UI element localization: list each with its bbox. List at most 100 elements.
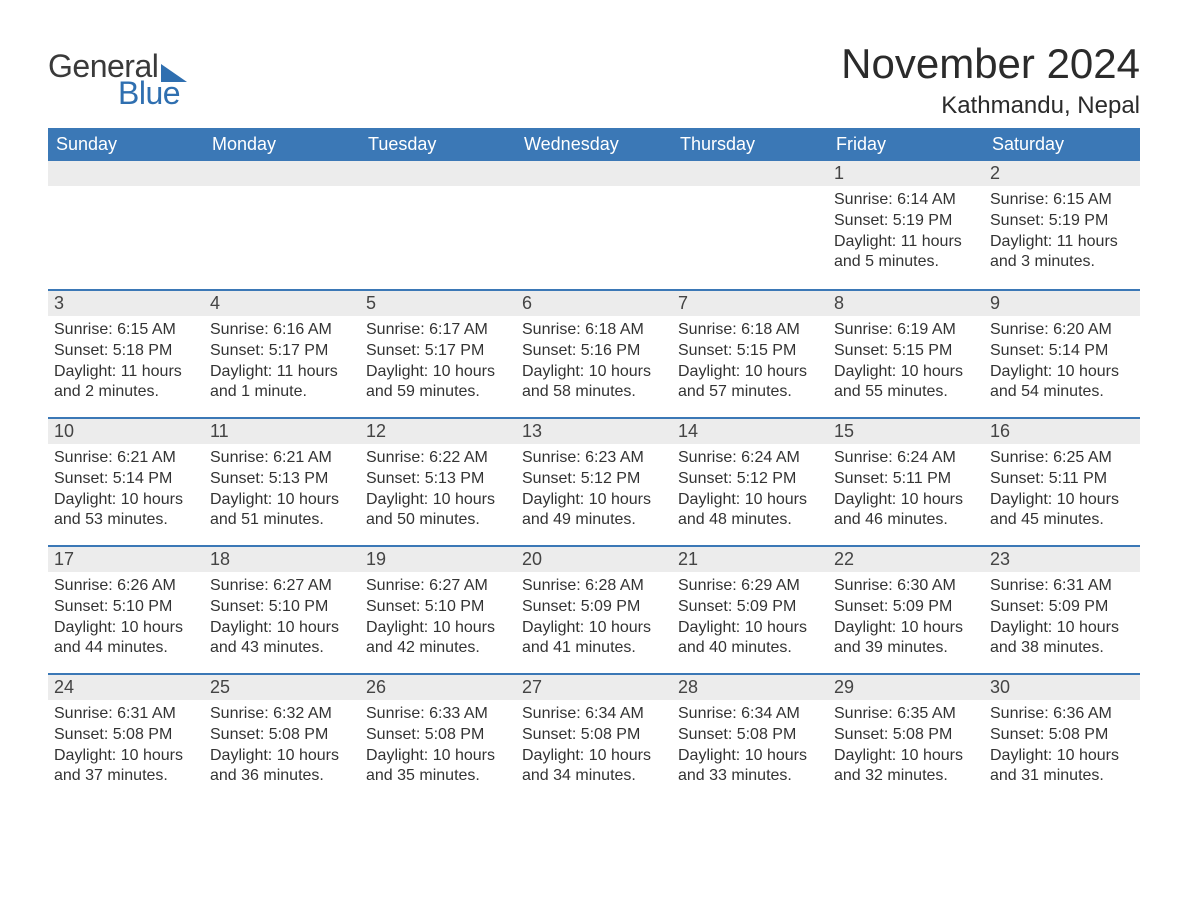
sunrise-text: Sunrise: 6:31 AM: [54, 704, 198, 725]
daylight-text-line2: and 40 minutes.: [678, 638, 822, 659]
weekday-header-row: SundayMondayTuesdayWednesdayThursdayFrid…: [48, 128, 1140, 161]
day-number: 30: [984, 675, 1140, 700]
day-cell: 8Sunrise: 6:19 AMSunset: 5:15 PMDaylight…: [828, 291, 984, 417]
daylight-text-line1: Daylight: 11 hours: [834, 232, 978, 253]
day-number: 27: [516, 675, 672, 700]
daylight-text-line1: Daylight: 10 hours: [678, 362, 822, 383]
daylight-text-line1: Daylight: 10 hours: [990, 746, 1134, 767]
day-cell: 17Sunrise: 6:26 AMSunset: 5:10 PMDayligh…: [48, 547, 204, 673]
day-content: Sunrise: 6:36 AMSunset: 5:08 PMDaylight:…: [984, 700, 1140, 795]
daylight-text-line1: Daylight: 11 hours: [54, 362, 198, 383]
daylight-text-line2: and 45 minutes.: [990, 510, 1134, 531]
sunset-text: Sunset: 5:09 PM: [990, 597, 1134, 618]
day-content: Sunrise: 6:22 AMSunset: 5:13 PMDaylight:…: [360, 444, 516, 539]
day-cell: 5Sunrise: 6:17 AMSunset: 5:17 PMDaylight…: [360, 291, 516, 417]
calendar-page: General Blue November 2024 Kathmandu, Ne…: [0, 0, 1188, 918]
title-block: November 2024 Kathmandu, Nepal: [841, 30, 1140, 120]
daylight-text-line2: and 35 minutes.: [366, 766, 510, 787]
day-content: [360, 186, 516, 198]
sunset-text: Sunset: 5:16 PM: [522, 341, 666, 362]
day-cell: 3Sunrise: 6:15 AMSunset: 5:18 PMDaylight…: [48, 291, 204, 417]
week-row: 3Sunrise: 6:15 AMSunset: 5:18 PMDaylight…: [48, 289, 1140, 417]
day-cell: .: [48, 161, 204, 289]
sunrise-text: Sunrise: 6:20 AM: [990, 320, 1134, 341]
sunrise-text: Sunrise: 6:36 AM: [990, 704, 1134, 725]
daylight-text-line2: and 58 minutes.: [522, 382, 666, 403]
day-content: Sunrise: 6:24 AMSunset: 5:12 PMDaylight:…: [672, 444, 828, 539]
sunset-text: Sunset: 5:19 PM: [990, 211, 1134, 232]
day-content: Sunrise: 6:18 AMSunset: 5:15 PMDaylight:…: [672, 316, 828, 411]
weekday-header-cell: Monday: [204, 128, 360, 161]
day-content: Sunrise: 6:34 AMSunset: 5:08 PMDaylight:…: [672, 700, 828, 795]
sunset-text: Sunset: 5:14 PM: [54, 469, 198, 490]
day-cell: 9Sunrise: 6:20 AMSunset: 5:14 PMDaylight…: [984, 291, 1140, 417]
day-content: Sunrise: 6:17 AMSunset: 5:17 PMDaylight:…: [360, 316, 516, 411]
day-cell: 24Sunrise: 6:31 AMSunset: 5:08 PMDayligh…: [48, 675, 204, 801]
day-content: Sunrise: 6:24 AMSunset: 5:11 PMDaylight:…: [828, 444, 984, 539]
day-content: Sunrise: 6:18 AMSunset: 5:16 PMDaylight:…: [516, 316, 672, 411]
day-content: Sunrise: 6:30 AMSunset: 5:09 PMDaylight:…: [828, 572, 984, 667]
day-content: Sunrise: 6:28 AMSunset: 5:09 PMDaylight:…: [516, 572, 672, 667]
daylight-text-line2: and 53 minutes.: [54, 510, 198, 531]
day-cell: 21Sunrise: 6:29 AMSunset: 5:09 PMDayligh…: [672, 547, 828, 673]
day-content: Sunrise: 6:31 AMSunset: 5:08 PMDaylight:…: [48, 700, 204, 795]
sunset-text: Sunset: 5:15 PM: [678, 341, 822, 362]
day-content: Sunrise: 6:23 AMSunset: 5:12 PMDaylight:…: [516, 444, 672, 539]
day-content: Sunrise: 6:27 AMSunset: 5:10 PMDaylight:…: [360, 572, 516, 667]
day-cell: 6Sunrise: 6:18 AMSunset: 5:16 PMDaylight…: [516, 291, 672, 417]
daylight-text-line1: Daylight: 10 hours: [210, 746, 354, 767]
weekday-header-cell: Saturday: [984, 128, 1140, 161]
day-number: 10: [48, 419, 204, 444]
sunrise-text: Sunrise: 6:35 AM: [834, 704, 978, 725]
daylight-text-line2: and 48 minutes.: [678, 510, 822, 531]
day-cell: 29Sunrise: 6:35 AMSunset: 5:08 PMDayligh…: [828, 675, 984, 801]
daylight-text-line1: Daylight: 10 hours: [210, 490, 354, 511]
daylight-text-line1: Daylight: 10 hours: [522, 490, 666, 511]
daylight-text-line2: and 38 minutes.: [990, 638, 1134, 659]
sunset-text: Sunset: 5:19 PM: [834, 211, 978, 232]
day-number: 4: [204, 291, 360, 316]
day-cell: 2Sunrise: 6:15 AMSunset: 5:19 PMDaylight…: [984, 161, 1140, 289]
daylight-text-line1: Daylight: 10 hours: [522, 618, 666, 639]
day-number: 25: [204, 675, 360, 700]
day-content: Sunrise: 6:20 AMSunset: 5:14 PMDaylight:…: [984, 316, 1140, 411]
daylight-text-line1: Daylight: 10 hours: [54, 490, 198, 511]
sunset-text: Sunset: 5:17 PM: [210, 341, 354, 362]
daylight-text-line1: Daylight: 10 hours: [834, 362, 978, 383]
day-cell: .: [672, 161, 828, 289]
day-content: Sunrise: 6:34 AMSunset: 5:08 PMDaylight:…: [516, 700, 672, 795]
week-row: 17Sunrise: 6:26 AMSunset: 5:10 PMDayligh…: [48, 545, 1140, 673]
sunset-text: Sunset: 5:08 PM: [990, 725, 1134, 746]
day-cell: 19Sunrise: 6:27 AMSunset: 5:10 PMDayligh…: [360, 547, 516, 673]
daylight-text-line1: Daylight: 10 hours: [678, 490, 822, 511]
daylight-text-line2: and 31 minutes.: [990, 766, 1134, 787]
sunrise-text: Sunrise: 6:19 AM: [834, 320, 978, 341]
daylight-text-line1: Daylight: 11 hours: [990, 232, 1134, 253]
day-content: Sunrise: 6:16 AMSunset: 5:17 PMDaylight:…: [204, 316, 360, 411]
day-number: 29: [828, 675, 984, 700]
sunset-text: Sunset: 5:14 PM: [990, 341, 1134, 362]
day-content: Sunrise: 6:26 AMSunset: 5:10 PMDaylight:…: [48, 572, 204, 667]
daylight-text-line1: Daylight: 10 hours: [834, 746, 978, 767]
day-number: 6: [516, 291, 672, 316]
sunrise-text: Sunrise: 6:18 AM: [678, 320, 822, 341]
daylight-text-line1: Daylight: 10 hours: [366, 618, 510, 639]
sunset-text: Sunset: 5:18 PM: [54, 341, 198, 362]
day-number: .: [48, 161, 204, 186]
daylight-text-line2: and 3 minutes.: [990, 252, 1134, 273]
sunset-text: Sunset: 5:10 PM: [54, 597, 198, 618]
day-content: Sunrise: 6:21 AMSunset: 5:13 PMDaylight:…: [204, 444, 360, 539]
day-number: 19: [360, 547, 516, 572]
daylight-text-line2: and 39 minutes.: [834, 638, 978, 659]
day-content: [516, 186, 672, 198]
daylight-text-line1: Daylight: 11 hours: [210, 362, 354, 383]
day-content: [204, 186, 360, 198]
day-cell: 13Sunrise: 6:23 AMSunset: 5:12 PMDayligh…: [516, 419, 672, 545]
daylight-text-line1: Daylight: 10 hours: [834, 490, 978, 511]
sunset-text: Sunset: 5:13 PM: [366, 469, 510, 490]
daylight-text-line2: and 44 minutes.: [54, 638, 198, 659]
day-content: Sunrise: 6:15 AMSunset: 5:19 PMDaylight:…: [984, 186, 1140, 281]
sunset-text: Sunset: 5:12 PM: [522, 469, 666, 490]
weeks-container: .....1Sunrise: 6:14 AMSunset: 5:19 PMDay…: [48, 161, 1140, 801]
sunrise-text: Sunrise: 6:24 AM: [834, 448, 978, 469]
